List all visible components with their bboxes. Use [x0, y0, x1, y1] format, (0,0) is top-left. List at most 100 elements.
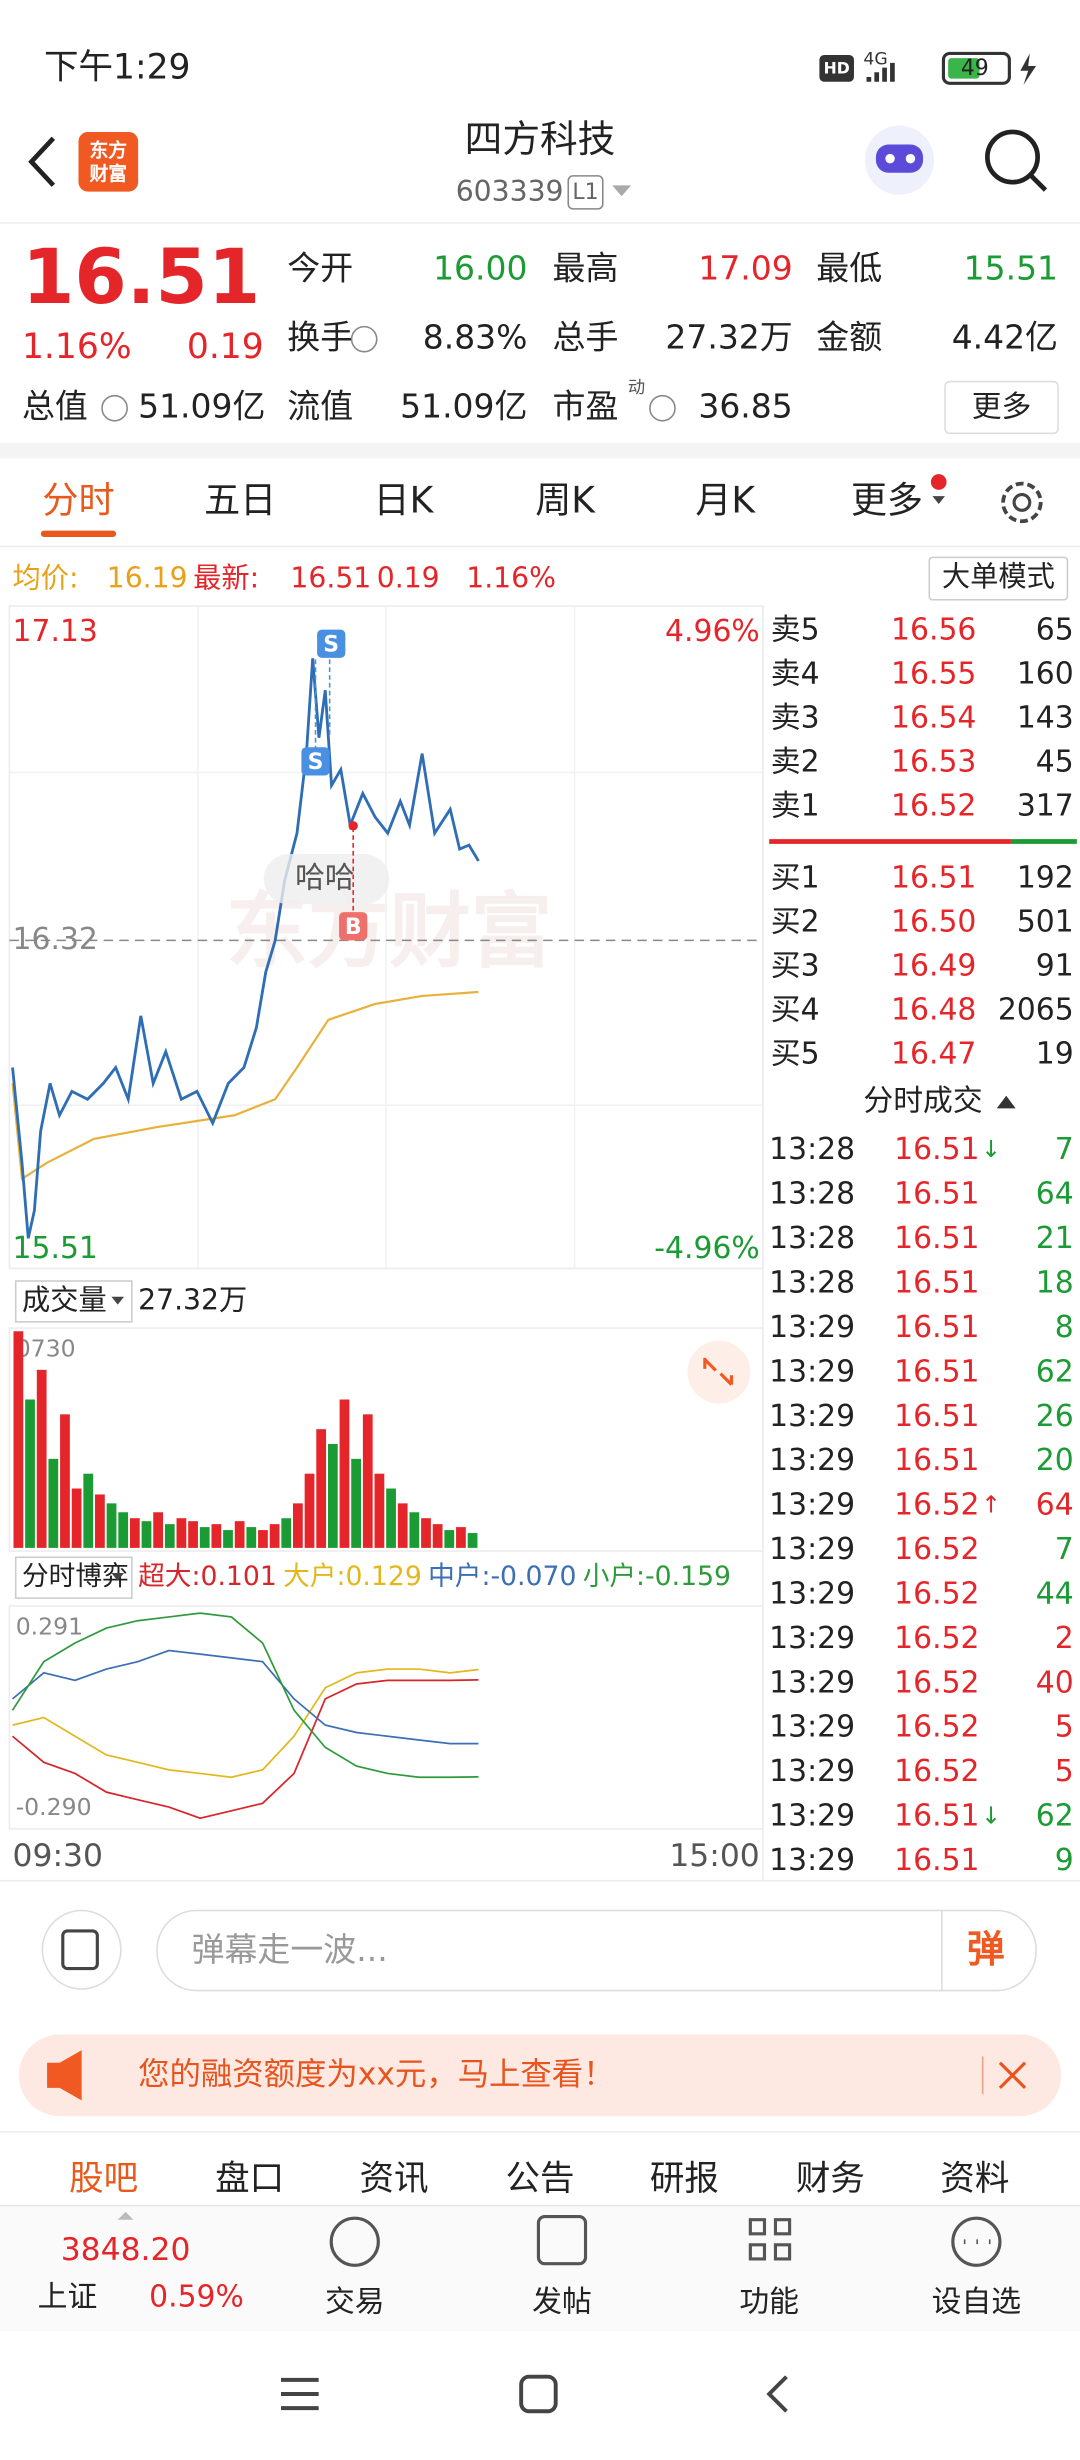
- trade-volume: 21: [1036, 1221, 1074, 1256]
- trade-time: 13:29: [769, 1354, 855, 1389]
- more-button[interactable]: [944, 380, 1059, 435]
- chart-tab[interactable]: 周K: [535, 478, 596, 521]
- volume-bar: [153, 1512, 164, 1548]
- chart-tab[interactable]: 五日: [204, 478, 276, 521]
- last-price: 16.51: [22, 233, 260, 321]
- field-value: 4.42亿: [952, 318, 1058, 357]
- field-value: 27.32万: [665, 318, 792, 357]
- menu-icon: [61, 1929, 99, 1971]
- function-icon: [748, 2218, 792, 2261]
- nav-item[interactable]: 发帖: [532, 2284, 592, 2319]
- volume-bar: [95, 1494, 105, 1548]
- y-tick-label: 15.51: [13, 1231, 98, 1266]
- info-icon[interactable]: [649, 394, 676, 422]
- field-label: 市盈: [553, 387, 619, 426]
- chart-tab[interactable]: 更多: [851, 478, 923, 521]
- sys-menu[interactable]: [280, 2377, 319, 2411]
- trade-time: 13:28: [769, 1177, 855, 1212]
- flow-line: [11, 1612, 479, 1779]
- expand-button[interactable]: [687, 1340, 751, 1404]
- volume-bar: [316, 1429, 327, 1548]
- banner[interactable]: [18, 2034, 1062, 2117]
- battery-text: 49: [961, 56, 989, 81]
- post-icon: [536, 2215, 588, 2266]
- book-volume: 45: [1036, 744, 1074, 779]
- trade-volume: 7: [1055, 1132, 1074, 1167]
- trade-time: 13:29: [769, 1310, 855, 1345]
- field-value: 15.51: [964, 249, 1058, 288]
- info-icon[interactable]: [101, 394, 128, 422]
- sys-home[interactable]: [519, 2374, 558, 2414]
- nav-item[interactable]: 设自选: [932, 2284, 1021, 2319]
- trade-marker[interactable]: [339, 912, 368, 941]
- sub-tab[interactable]: 研报: [650, 2159, 719, 2199]
- book-label: 卖4: [771, 657, 820, 692]
- book-volume: 2065: [998, 993, 1074, 1028]
- trade-marker[interactable]: [301, 747, 330, 776]
- sub-tab[interactable]: 公告: [505, 2159, 574, 2199]
- volume-bar: [456, 1527, 466, 1548]
- field-label: 最低: [816, 249, 882, 288]
- volume-bar: [223, 1530, 233, 1548]
- menu-button[interactable]: [41, 1909, 122, 1990]
- comment-input[interactable]: [156, 1909, 1037, 1992]
- volume-bar: [60, 1414, 70, 1548]
- trade-arrow: ↓: [981, 1135, 1001, 1163]
- trade-price: 16.52: [894, 1754, 979, 1789]
- field-label: 总值: [22, 387, 88, 426]
- info-icon[interactable]: [350, 325, 378, 353]
- field-value: 51.09亿: [138, 387, 265, 426]
- banner-close[interactable]: [998, 2061, 1027, 2089]
- trade-marker[interactable]: [317, 629, 346, 658]
- comment-placeholder: 弹幕走一波...: [192, 1930, 388, 1969]
- status-time: 下午1:29: [44, 48, 191, 88]
- trade-time: 13:28: [769, 1132, 855, 1167]
- field-label: 金额: [816, 318, 882, 357]
- settings-button[interactable]: [1001, 481, 1043, 524]
- price-line: [11, 658, 480, 1239]
- abs-change: 0.19: [187, 327, 264, 367]
- danmu-button[interactable]: 弹: [967, 1927, 1005, 1971]
- flow-selector[interactable]: [14, 1556, 133, 1599]
- search-button[interactable]: [985, 129, 1040, 185]
- mode-button[interactable]: [928, 556, 1069, 601]
- dropdown-arrow: [111, 1296, 125, 1305]
- nav-item[interactable]: 功能: [739, 2284, 799, 2319]
- sub-tab[interactable]: 盘口: [215, 2159, 284, 2199]
- volume-bar: [246, 1527, 257, 1548]
- sys-back[interactable]: [766, 2375, 788, 2413]
- book-label: 买4: [771, 993, 820, 1028]
- volume-selector[interactable]: [14, 1280, 133, 1323]
- trade-time: 13:29: [769, 1399, 855, 1434]
- chart-tab[interactable]: 日K: [374, 478, 435, 521]
- volume-bar: [13, 1331, 24, 1548]
- field-label: 流值: [287, 387, 353, 426]
- back-button[interactable]: [28, 136, 56, 187]
- volume-bar: [444, 1530, 455, 1548]
- sub-tab[interactable]: 股吧: [69, 2159, 138, 2199]
- volume-bar: [304, 1473, 315, 1548]
- trade-time: 13:29: [769, 1621, 855, 1656]
- signal-icon: [866, 62, 895, 82]
- sub-tab[interactable]: 资料: [940, 2159, 1009, 2199]
- trade-time: 13:29: [769, 1488, 855, 1523]
- sub-tab[interactable]: 资讯: [359, 2159, 428, 2199]
- volume-bar: [25, 1399, 35, 1548]
- expand-icon: [703, 1357, 734, 1386]
- app-logo[interactable]: [78, 131, 139, 192]
- chart-tab[interactable]: 月K: [695, 478, 756, 521]
- hd-badge: [819, 55, 854, 82]
- trade-price: 16.52: [894, 1621, 979, 1656]
- book-volume: 91: [1036, 949, 1074, 984]
- volume-bar: [258, 1530, 268, 1548]
- level-dropdown[interactable]: [612, 185, 632, 197]
- sub-tab[interactable]: 财务: [796, 2159, 865, 2199]
- legend-name: 超大:: [138, 1561, 200, 1592]
- nav-item[interactable]: 交易: [325, 2284, 385, 2319]
- field-label: 最高: [553, 249, 619, 288]
- trade-volume: 26: [1036, 1399, 1074, 1434]
- volume-bar: [211, 1524, 222, 1548]
- chart-tab[interactable]: 分时: [42, 478, 114, 521]
- trade-volume: 62: [1036, 1354, 1074, 1389]
- index-value: 3848.20: [61, 2232, 191, 2268]
